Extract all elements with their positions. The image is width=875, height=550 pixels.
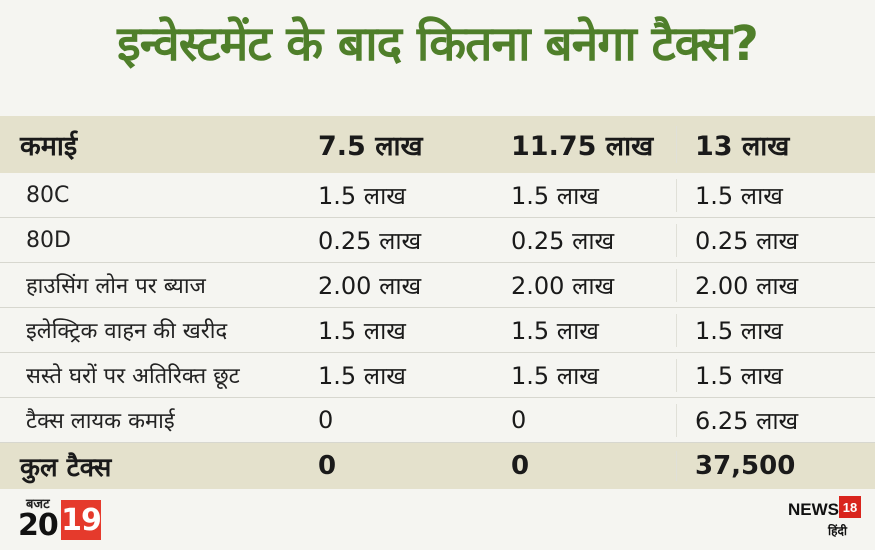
table-cell: 2.00 लाख	[318, 271, 422, 300]
table-cell: 0.25 लाख	[511, 226, 615, 255]
header-cell-13: 13 लाख	[676, 126, 875, 163]
header-cell-11-75: 11.75 लाख	[511, 131, 654, 162]
total-cell: 37,500	[676, 451, 875, 481]
row-label: इलेक्ट्रिक वाहन की खरीद	[26, 319, 228, 344]
table-cell: 2.00 लाख	[511, 271, 615, 300]
table-row: सस्ते घरों पर अतिरिक्त छूट 1.5 लाख 1.5 ल…	[0, 353, 875, 398]
table-cell: 6.25 लाख	[676, 403, 875, 437]
budget-2019-logo: बजट 20 19	[18, 494, 108, 543]
total-label: कुल टैक्स	[20, 453, 112, 483]
row-label: 80D	[26, 227, 71, 253]
table-cell: 0.25 लाख	[676, 223, 875, 257]
table-row: टैक्स लायक कमाई 0 0 6.25 लाख	[0, 398, 875, 443]
total-tax-row: कुल टैक्स 0 0 37,500	[0, 443, 875, 489]
table-cell: 1.5 लाख	[676, 358, 875, 392]
header-cell-income: कमाई	[20, 131, 78, 162]
news-text: NEWS	[788, 500, 839, 519]
table-cell: 1.5 लाख	[511, 181, 599, 210]
row-label: 80C	[26, 182, 70, 208]
news-hindi: हिंदी	[828, 524, 847, 538]
header-cell-7-5: 7.5 लाख	[318, 131, 423, 162]
table-row: हाउसिंग लोन पर ब्याज 2.00 लाख 2.00 लाख 2…	[0, 263, 875, 308]
table-cell: 1.5 लाख	[318, 361, 406, 390]
table-cell: 1.5 लाख	[676, 313, 875, 347]
table-cell: 0.25 लाख	[318, 226, 422, 255]
tax-table: कमाई 7.5 लाख 11.75 लाख 13 लाख 80C 1.5 ला…	[0, 116, 875, 489]
news18-logo: NEWS 18 हिंदी	[788, 496, 864, 542]
table-cell: 0	[318, 406, 334, 434]
budget-year-20: 20	[18, 508, 59, 543]
table-cell: 2.00 लाख	[676, 268, 875, 302]
table-row: इलेक्ट्रिक वाहन की खरीद 1.5 लाख 1.5 लाख …	[0, 308, 875, 353]
row-label: सस्ते घरों पर अतिरिक्त छूट	[26, 364, 240, 389]
budget-year-19: 19	[61, 500, 102, 540]
page-title: इन्वेस्टमेंट के बाद कितना बनेगा टैक्स?	[117, 16, 759, 72]
news-number: 18	[839, 496, 861, 518]
table-cell: 1.5 लाख	[318, 181, 406, 210]
table-cell: 1.5 लाख	[511, 361, 599, 390]
table-header-row: कमाई 7.5 लाख 11.75 लाख 13 लाख	[0, 116, 875, 173]
total-cell: 0	[318, 451, 337, 481]
row-label: टैक्स लायक कमाई	[26, 409, 175, 434]
table-cell: 0	[511, 406, 527, 434]
budget-word: बजट	[26, 497, 50, 512]
total-cell: 0	[511, 451, 530, 481]
table-row: 80D 0.25 लाख 0.25 लाख 0.25 लाख	[0, 218, 875, 263]
table-cell: 1.5 लाख	[676, 178, 875, 212]
row-label: हाउसिंग लोन पर ब्याज	[26, 274, 206, 299]
table-cell: 1.5 लाख	[511, 316, 599, 345]
table-cell: 1.5 लाख	[318, 316, 406, 345]
table-row: 80C 1.5 लाख 1.5 लाख 1.5 लाख	[0, 173, 875, 218]
